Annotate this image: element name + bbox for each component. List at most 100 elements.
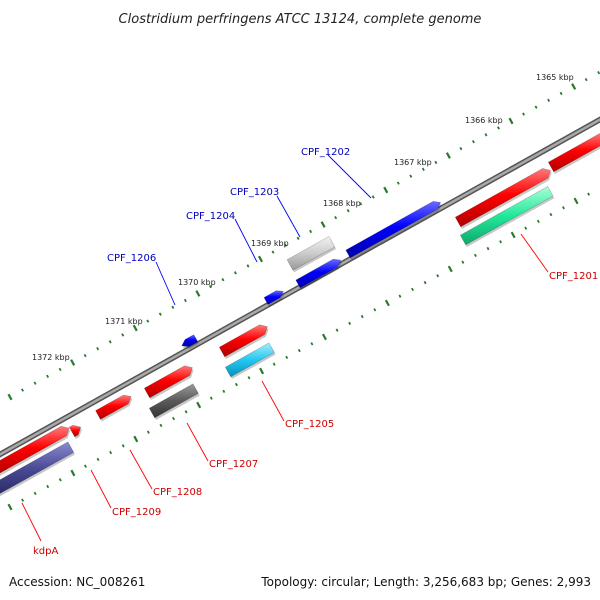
minor-tick xyxy=(371,195,375,199)
minor-tick xyxy=(58,367,62,372)
gene-cpf-1208[interactable] xyxy=(95,394,133,422)
ruler-tracks xyxy=(7,71,600,511)
gene-cpf-1209-fragment[interactable] xyxy=(68,424,82,439)
minor-tick xyxy=(21,498,25,502)
major-tick xyxy=(510,231,516,239)
minor-tick xyxy=(297,348,301,353)
minor-tick xyxy=(222,389,226,394)
minor-tick xyxy=(346,209,350,213)
gene-label-cpf-1206[interactable]: CPF_1206 xyxy=(107,253,156,264)
minor-tick xyxy=(584,77,588,82)
gene-label-cpf-1202[interactable]: CPF_1202 xyxy=(301,147,350,158)
minor-tick xyxy=(208,284,212,289)
major-tick xyxy=(133,435,139,443)
tick-label-1371: 1371 kbp xyxy=(105,317,143,326)
major-tick xyxy=(508,117,514,125)
minor-tick xyxy=(334,215,338,220)
minor-tick xyxy=(96,347,100,351)
minor-tick xyxy=(409,174,413,178)
minor-tick xyxy=(172,416,175,421)
gene-label-cpf-1207[interactable]: CPF_1207 xyxy=(209,459,258,470)
gene-cpf-1205[interactable] xyxy=(218,324,269,359)
minor-tick xyxy=(271,250,275,254)
minor-tick xyxy=(184,410,188,414)
gene-kdpa[interactable] xyxy=(0,441,75,498)
gene-label-kdpa[interactable]: kdpA xyxy=(33,546,58,557)
gene-cpf-1207-dark[interactable] xyxy=(148,383,200,420)
minor-tick xyxy=(296,236,300,240)
minor-tick xyxy=(484,133,488,137)
minor-tick xyxy=(233,271,237,275)
minor-tick xyxy=(234,382,238,387)
major-tick xyxy=(445,152,451,159)
minor-tick xyxy=(58,478,62,482)
minor-tick xyxy=(284,243,288,247)
minor-tick xyxy=(497,126,500,130)
major-tick xyxy=(259,367,265,375)
minor-tick xyxy=(146,430,150,434)
minor-tick xyxy=(83,353,87,358)
minor-tick xyxy=(473,253,477,258)
minor-tick xyxy=(411,287,414,292)
minor-tick xyxy=(309,229,313,234)
major-tick xyxy=(196,401,202,409)
gene-cpf-1201[interactable] xyxy=(454,168,552,229)
minor-tick xyxy=(499,240,503,244)
tick-labels: 1365 kbp 1366 kbp 1367 kbp 1368 kbp 1369… xyxy=(32,73,574,362)
gene-cpf-1201-rna[interactable] xyxy=(459,186,555,247)
ruler-outer xyxy=(7,71,600,401)
minor-tick xyxy=(547,98,551,102)
gene-label-cpf-1209[interactable]: CPF_1209 xyxy=(112,507,161,518)
gene-cpf-1205-rna[interactable] xyxy=(224,342,276,379)
tick-label-1368: 1368 kbp xyxy=(323,199,361,208)
gene-cpf-1206a[interactable] xyxy=(263,290,285,307)
minor-tick xyxy=(96,457,100,462)
minor-tick xyxy=(46,484,50,489)
minor-tick xyxy=(398,294,402,298)
minor-tick xyxy=(549,212,553,217)
major-tick xyxy=(195,290,201,297)
major-tick xyxy=(70,359,76,366)
minor-tick xyxy=(421,167,425,171)
gene-cpf-1200[interactable] xyxy=(547,133,600,174)
gene-label-cpf-1201[interactable]: CPF_1201 xyxy=(549,271,598,282)
gene-label-cpf-1205[interactable]: CPF_1205 xyxy=(285,419,334,430)
minor-tick xyxy=(471,140,475,144)
minor-tick xyxy=(247,376,251,380)
minor-tick xyxy=(46,374,50,378)
minor-tick xyxy=(246,264,250,268)
minor-tick xyxy=(108,340,112,344)
minor-tick xyxy=(209,396,213,400)
minor-tick xyxy=(597,71,600,75)
map-title: Clostridium perfringens ATCC 13124, comp… xyxy=(119,12,482,27)
tick-label-1366: 1366 kbp xyxy=(465,116,503,125)
gene-cpf-1209[interactable] xyxy=(0,425,71,477)
tick-label-1367: 1367 kbp xyxy=(394,158,432,167)
minor-tick xyxy=(272,362,276,366)
gene-cpf-1204[interactable] xyxy=(295,258,343,291)
minor-tick xyxy=(360,314,364,319)
minor-tick xyxy=(121,444,125,448)
minor-tick xyxy=(436,274,440,278)
gene-label-cpf-1208[interactable]: CPF_1208 xyxy=(153,487,202,498)
gene-label-cpf-1203[interactable]: CPF_1203 xyxy=(230,187,279,198)
gene-features xyxy=(0,133,600,497)
gene-cpf-1202[interactable] xyxy=(345,201,442,261)
minor-tick xyxy=(459,146,463,151)
minor-tick xyxy=(559,91,563,96)
accession-text: Accession: NC_008261 xyxy=(9,575,145,589)
minor-tick xyxy=(396,181,400,185)
gene-cpf-1207[interactable] xyxy=(143,365,194,400)
minor-tick xyxy=(534,105,538,109)
gene-cpf-1206[interactable] xyxy=(181,334,199,349)
minor-tick xyxy=(33,381,37,385)
minor-tick xyxy=(146,319,150,323)
major-tick xyxy=(7,503,13,511)
minor-tick xyxy=(310,342,314,346)
major-tick xyxy=(320,221,326,228)
minor-tick xyxy=(84,464,87,468)
gene-cpf-1203-grey[interactable] xyxy=(286,235,337,273)
gene-label-cpf-1204[interactable]: CPF_1204 xyxy=(186,211,235,222)
ruler-inner xyxy=(7,192,591,511)
